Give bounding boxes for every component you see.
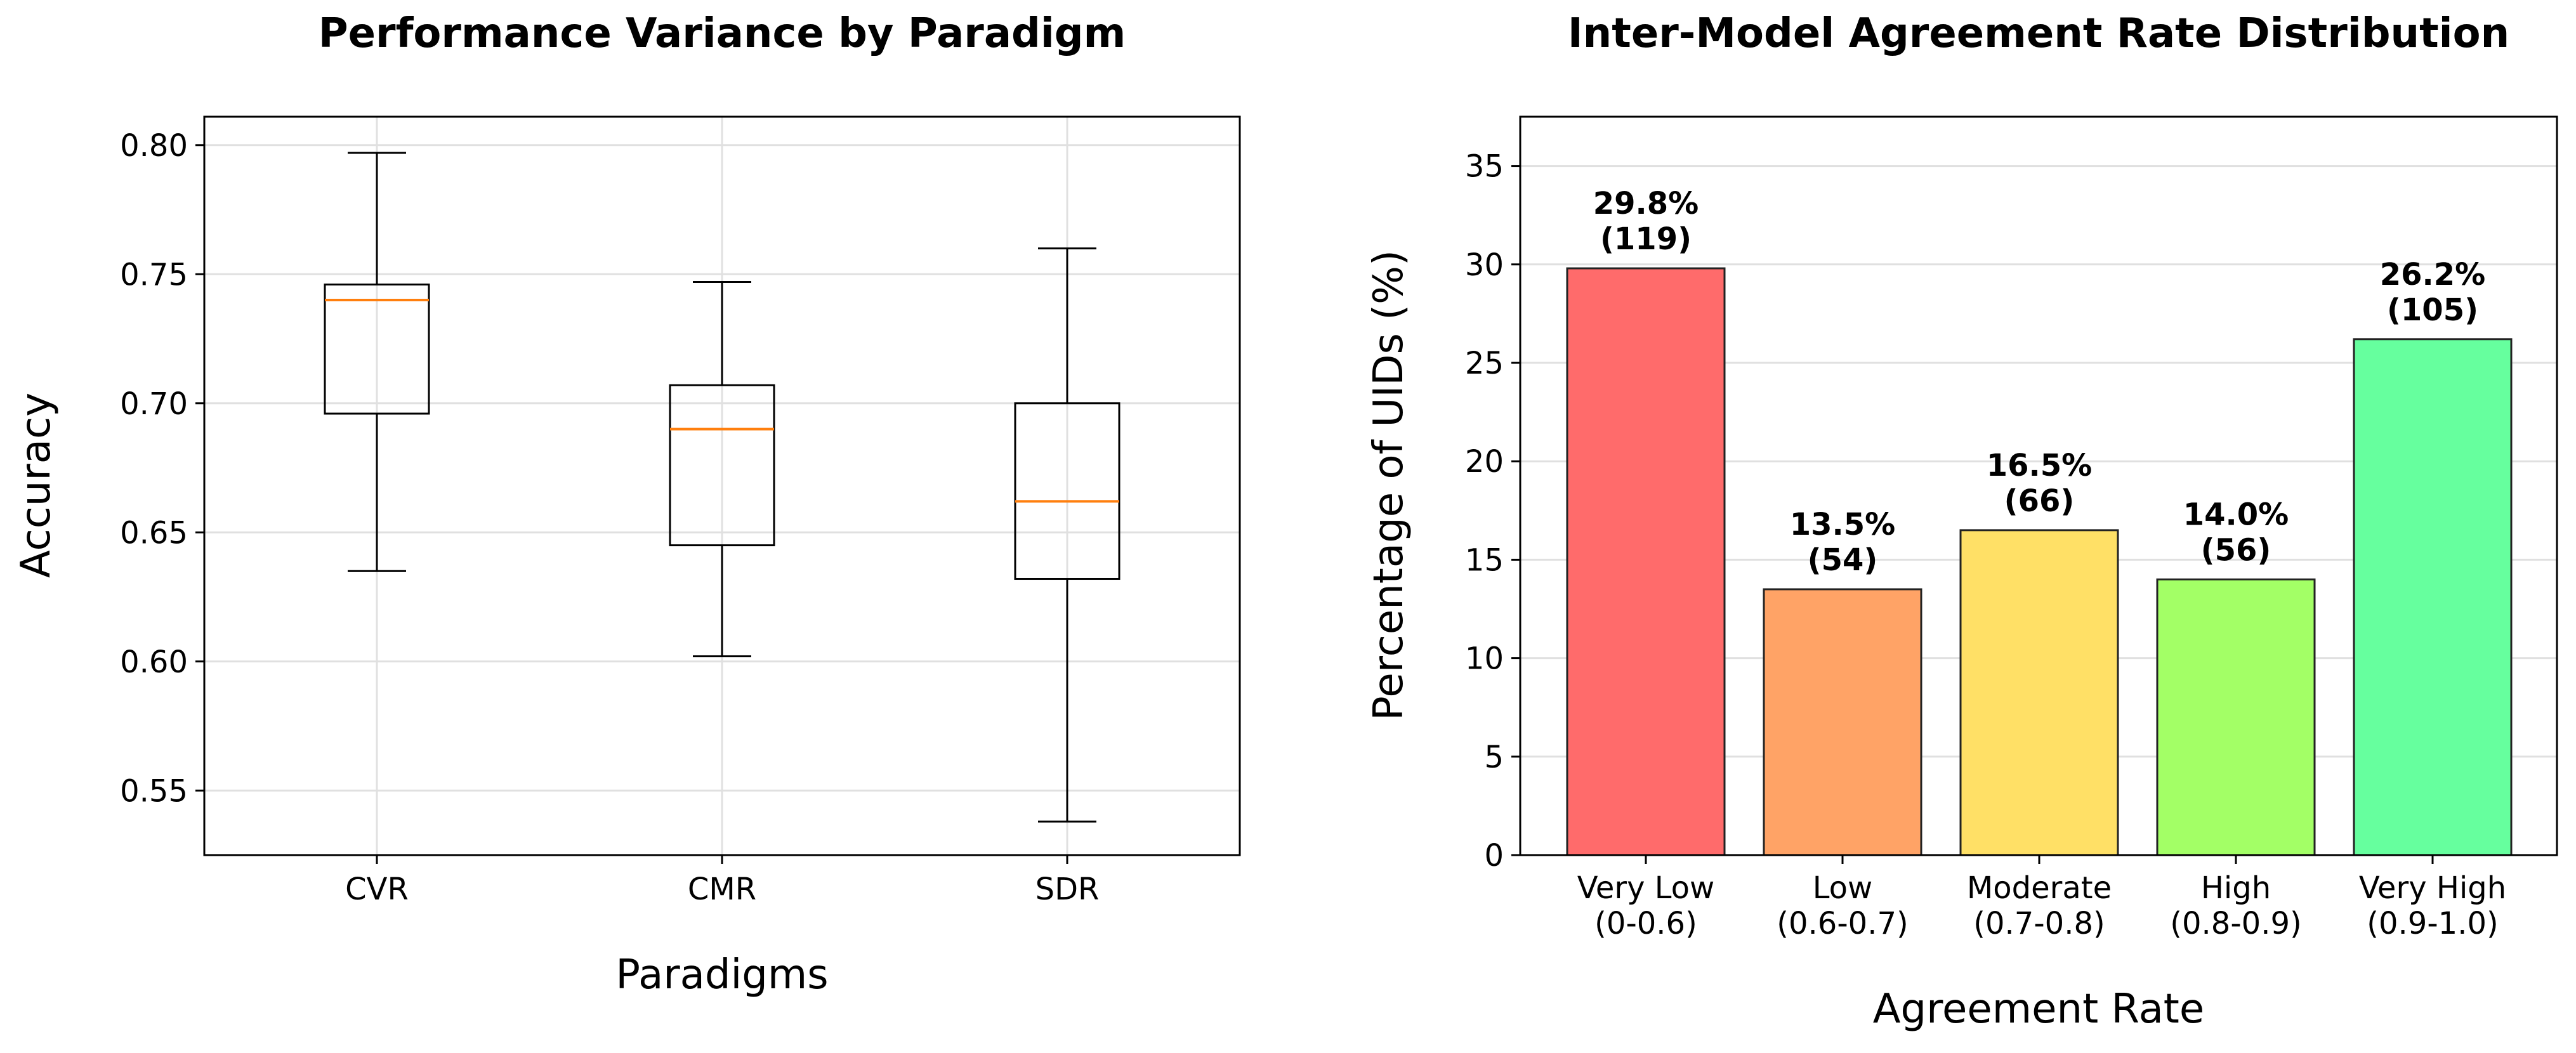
x-axis-label: Agreement Rate: [1873, 986, 2205, 1033]
y-tick-label: 0.80: [120, 128, 188, 164]
y-axis-label: Percentage of UIDs (%): [1365, 250, 1412, 721]
data-label-percent: 16.5%: [1987, 448, 2093, 483]
y-tick-label: 5: [1484, 740, 1504, 775]
y-axis-label: Accuracy: [13, 393, 60, 578]
y-tick-label: 0.55: [120, 773, 188, 809]
x-tick-label: Very Low (0-0.6): [1577, 870, 1715, 941]
box-cvr: [324, 152, 430, 572]
y-axis-ticks: 0.55 0.60 0.65 0.70 0.75 0.80: [120, 128, 204, 809]
box-cmr: [669, 280, 775, 658]
y-tick-label: 30: [1465, 247, 1504, 283]
x-tick-label-range: (0.6-0.7): [1777, 906, 1908, 941]
y-axis-ticks: 0 5 10 15 20 25 30 35: [1465, 149, 1520, 873]
y-tick-label: 10: [1465, 641, 1504, 677]
y-tick-label: 20: [1465, 444, 1504, 480]
bar-chart: 29.8% (119) 13.5% (54) 16.5% (66) 14.0% (56) 26.…: [1365, 10, 2558, 1033]
bar: [1763, 588, 1922, 856]
x-axis-label: Paradigms: [615, 952, 828, 998]
iqr-box: [1014, 402, 1120, 580]
data-label-count: (119): [1600, 221, 1692, 257]
x-tick-label-name: Low: [1813, 870, 1873, 906]
y-tick-label: 0.65: [120, 515, 188, 551]
bar: [2156, 578, 2316, 856]
data-label: 16.5% (66): [1987, 448, 2093, 519]
data-label: 26.2% (105): [2380, 257, 2486, 328]
chart-title: Performance Variance by Paradigm: [319, 10, 1126, 57]
x-axis-ticks: Very Low (0-0.6) Low (0.6-0.7) Moderate (0.7-…: [1577, 855, 2506, 941]
x-tick-label: CMR: [688, 872, 756, 907]
data-label-percent: 29.8%: [1593, 186, 1699, 221]
data-labels: 29.8% (119) 13.5% (54) 16.5% (66) 14.0% (56) 26.…: [1593, 186, 2486, 578]
boxes: [324, 152, 1120, 823]
chart-title: Inter-Model Agreement Rate Distribution: [1568, 10, 2509, 57]
bar: [2353, 338, 2513, 856]
data-label-count: (56): [2201, 532, 2271, 568]
x-tick-label-range: (0.8-0.9): [2170, 906, 2301, 941]
x-tick-label-range: (0-0.6): [1594, 906, 1697, 941]
y-tick-label: 0.70: [120, 386, 188, 422]
x-tick-label-name: Very High: [2359, 870, 2506, 906]
data-label-percent: 14.0%: [2183, 497, 2289, 532]
box-sdr: [1014, 247, 1120, 823]
x-tick-label-name: Moderate: [1967, 870, 2112, 906]
x-tick-label: Very High (0.9-1.0): [2359, 870, 2506, 941]
data-label: 29.8% (119): [1593, 186, 1699, 257]
data-label: 14.0% (56): [2183, 497, 2289, 568]
x-tick-label: CVR: [345, 872, 409, 907]
data-label-count: (105): [2387, 292, 2478, 328]
y-tick-label: 0.60: [120, 644, 188, 680]
data-label-percent: 13.5%: [1790, 507, 1896, 542]
x-tick-label-range: (0.7-0.8): [1973, 906, 2105, 941]
x-tick-label-name: Very Low: [1577, 870, 1715, 906]
iqr-box: [324, 284, 430, 415]
x-tick-label: SDR: [1035, 872, 1100, 907]
y-tick-label: 0: [1484, 838, 1504, 873]
bars: [1566, 267, 2513, 856]
x-tick-label: High (0.8-0.9): [2170, 870, 2301, 941]
y-tick-label: 15: [1465, 542, 1504, 578]
y-tick-label: 25: [1465, 346, 1504, 381]
bar: [1959, 529, 2119, 856]
x-tick-label: Moderate (0.7-0.8): [1967, 870, 2112, 941]
data-label-percent: 26.2%: [2380, 257, 2486, 292]
data-label: 13.5% (54): [1790, 507, 1896, 578]
y-tick-label: 35: [1465, 149, 1504, 185]
y-tick-label: 0.75: [120, 257, 188, 292]
x-tick-label: Low (0.6-0.7): [1777, 870, 1908, 941]
x-tick-label-range: (0.9-1.0): [2367, 906, 2498, 941]
iqr-box: [669, 384, 775, 547]
grid: [204, 117, 1240, 855]
data-label-count: (54): [1808, 542, 1878, 578]
data-label-count: (66): [2004, 483, 2075, 519]
boxplot-chart: 0.55 0.60 0.65 0.70 0.75 0.80 CVR CMR SDR Perfo…: [13, 10, 1241, 998]
x-tick-label-name: High: [2201, 870, 2271, 906]
x-axis-ticks: CVR CMR SDR: [345, 855, 1099, 907]
bar: [1566, 267, 1726, 856]
